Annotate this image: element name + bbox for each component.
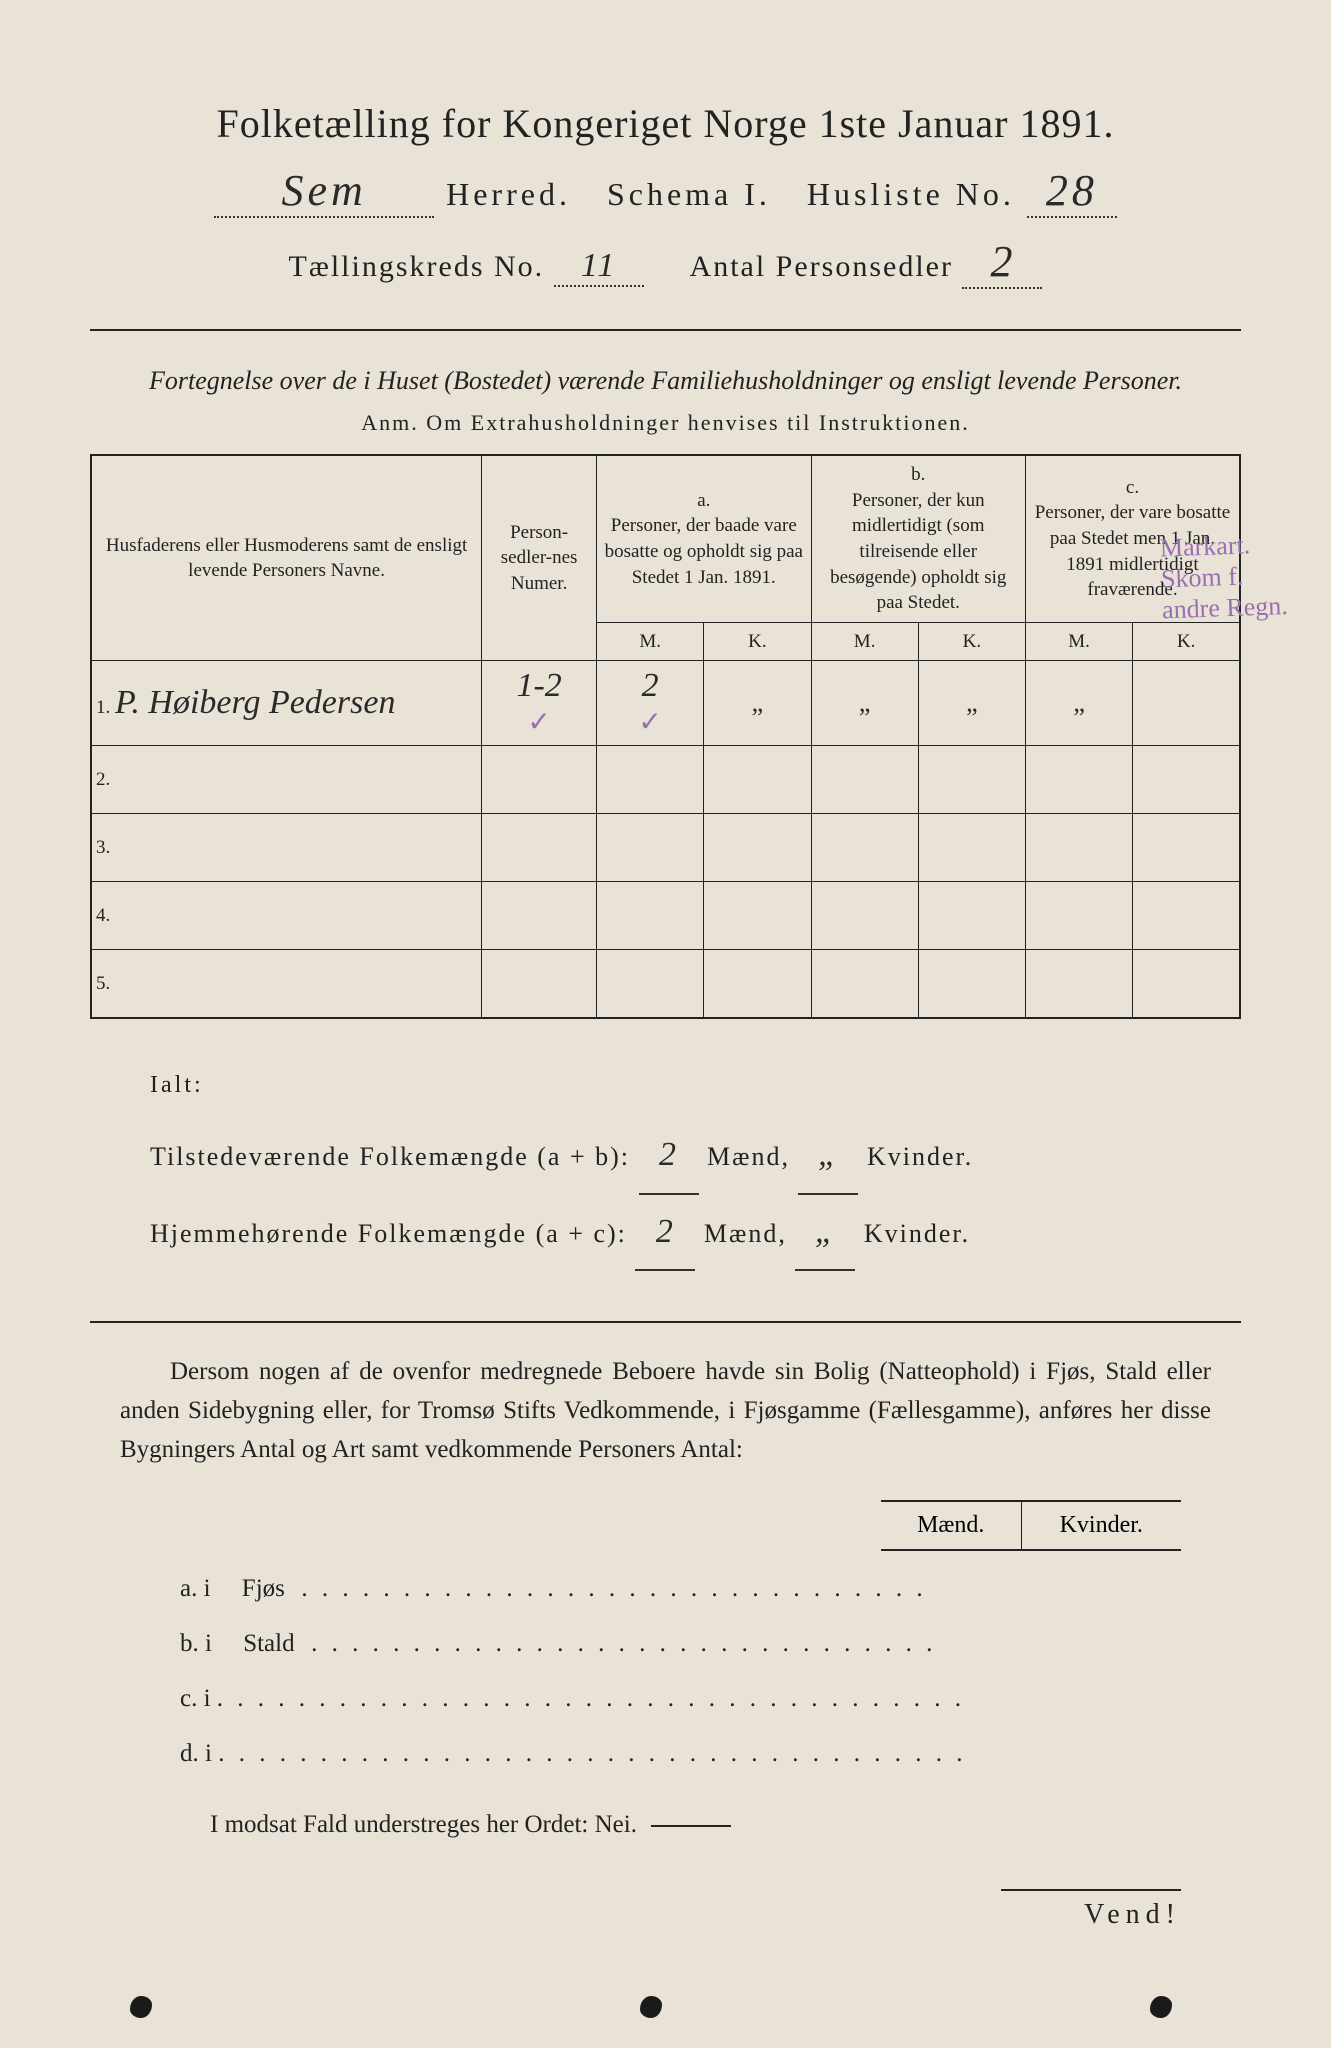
mk-maend: Mænd. (881, 1501, 1021, 1550)
col-a-header: a. Personer, der baade vare bosatte og o… (597, 455, 811, 622)
anm-line: Anm. Om Extrahusholdninger henvises til … (90, 410, 1241, 436)
household-table: Husfaderens eller Husmoderens samt de en… (90, 454, 1241, 1019)
binding-hole-icon (1150, 1996, 1172, 2018)
col-b-header: b. Personer, der kun midlertidigt (som t… (811, 455, 1025, 622)
a-k: K. (704, 622, 811, 661)
body-paragraph: Dersom nogen af de ovenfor medregnede Be… (120, 1353, 1211, 1469)
a-m: M. (597, 622, 704, 661)
table-row: 5. (91, 950, 1240, 1018)
kvinder-label-1: Kvinder. (867, 1142, 973, 1171)
list-item: d. i . . . . . . . . . . . . . . . . . .… (180, 1726, 1181, 1781)
c-k: K. (1133, 622, 1240, 661)
item-c-key: c. i (180, 1685, 211, 1712)
nei-underline (651, 1825, 731, 1827)
row-1-sedler: 1-2 ✓ (482, 661, 597, 746)
item-a-label: Fjøs (242, 1575, 285, 1602)
tot2-k: „ (815, 1213, 836, 1250)
col-num-header: Person-sedler-nes Numer. (482, 455, 597, 661)
col-a-label: a. (601, 488, 806, 514)
row-1-bK: „ (966, 688, 978, 717)
totals-line-2: Hjemmehørende Folkemængde (a + c): 2 Mæn… (150, 1195, 1241, 1272)
binding-hole-icon (130, 1996, 152, 2018)
col-b-label: b. (816, 462, 1021, 488)
col-b-text: Personer, der kun midlertidigt (som tilr… (816, 488, 1021, 616)
check-num: ✓ (527, 707, 550, 738)
check-aM: ✓ (638, 707, 661, 738)
kvinder-label-2: Kvinder. (864, 1219, 970, 1248)
kreds-label: Tællingskreds No. (289, 250, 545, 283)
husliste-value: 28 (1046, 166, 1098, 215)
tot1-m: 2 (659, 1136, 678, 1173)
table-row: 2. (91, 746, 1240, 814)
section-title: Fortegnelse over de i Huset (Bostedet) v… (90, 361, 1241, 400)
maend-label-2: Mænd, (704, 1219, 787, 1248)
census-form-page: Folketælling for Kongeriget Norge 1ste J… (0, 0, 1331, 2048)
item-a-key: a. i (180, 1575, 211, 1602)
c-m: M. (1025, 622, 1132, 661)
kreds-value: 11 (581, 247, 616, 284)
b-k: K. (918, 622, 1025, 661)
row-1-bM: „ (859, 688, 871, 717)
herred-value: Sem (281, 166, 366, 215)
schema-label: Schema I. (607, 176, 771, 212)
margin-annotation: Markart. Skom f. andre Regn. (1159, 528, 1302, 626)
mk-header-table: Mænd. Kvinder. (881, 1500, 1181, 1551)
row-2-num: 2. (96, 769, 110, 790)
row-1-aM-val: 2 (642, 667, 659, 704)
item-b-key: b. i (180, 1630, 212, 1657)
tot2-m: 2 (656, 1213, 675, 1250)
table-row: 1. P. Høiberg Pedersen 1-2 ✓ 2 ✓ „ „ „ „ (91, 661, 1240, 746)
totals-block: Ialt: Tilstedeværende Folkemængde (a + b… (150, 1059, 1241, 1271)
sedler-label: Antal Personsedler (690, 250, 953, 283)
row-1-person: P. Høiberg Pedersen (115, 684, 395, 721)
ialt-label: Ialt: (150, 1059, 1241, 1112)
sedler-value: 2 (990, 237, 1014, 286)
nei-text: I modsat Fald understreges her Ordet: Ne… (210, 1811, 637, 1838)
row-1-name: 1. P. Høiberg Pedersen (91, 661, 482, 746)
vend-label: Vend! (1001, 1889, 1181, 1931)
header-line-2: Sem Herred. Schema I. Husliste No. 28 (90, 165, 1241, 218)
b-m: M. (811, 622, 918, 661)
row-1-num: 1. (96, 697, 110, 718)
mk-kvinder: Kvinder. (1021, 1501, 1181, 1550)
list-item: c. i . . . . . . . . . . . . . . . . . .… (180, 1671, 1181, 1726)
row-1-aK: „ (752, 688, 764, 717)
list-item: b. i Stald . . . . . . . . . . . . . . .… (180, 1616, 1181, 1671)
row-1-aM: 2 ✓ (597, 661, 704, 746)
nei-line: I modsat Fald understreges her Ordet: Ne… (210, 1811, 1181, 1839)
row-4-num: 4. (96, 905, 110, 926)
row-1-cM: „ (1073, 688, 1085, 717)
header-line-3: Tællingskreds No. 11 Antal Personsedler … (90, 236, 1241, 289)
row-1-sedler-val: 1-2 (516, 667, 561, 704)
tot1-label: Tilstedeværende Folkemængde (a + b): (150, 1142, 630, 1171)
list-item: a. i Fjøs . . . . . . . . . . . . . . . … (180, 1561, 1181, 1616)
herred-label: Herred. (446, 176, 571, 212)
table-row: 3. (91, 814, 1240, 882)
tot2-label: Hjemmehørende Folkemængde (a + c): (150, 1219, 627, 1248)
title: Folketælling for Kongeriget Norge 1ste J… (90, 100, 1241, 147)
row-3-num: 3. (96, 837, 110, 858)
col-c-label: c. (1030, 475, 1235, 501)
row-5-num: 5. (96, 973, 110, 994)
totals-line-1: Tilstedeværende Folkemængde (a + b): 2 M… (150, 1118, 1241, 1195)
binding-hole-icon (640, 1996, 662, 2018)
item-b-label: Stald (243, 1630, 294, 1657)
col-a-text: Personer, der baade vare bosatte og opho… (601, 513, 806, 590)
item-d-key: d. i (180, 1740, 212, 1767)
husliste-label: Husliste No. (807, 176, 1015, 212)
building-list: a. i Fjøs . . . . . . . . . . . . . . . … (180, 1561, 1181, 1781)
table-row: 4. (91, 882, 1240, 950)
tot1-k: „ (818, 1136, 839, 1173)
col-name-header: Husfaderens eller Husmoderens samt de en… (91, 455, 482, 661)
maend-label-1: Mænd, (707, 1142, 790, 1171)
